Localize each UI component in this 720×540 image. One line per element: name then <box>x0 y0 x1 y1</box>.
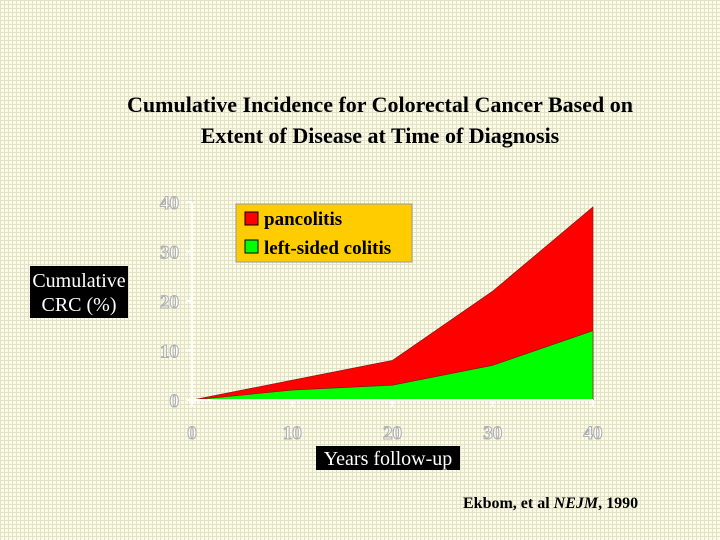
citation-authors: Ekbom, et al <box>463 495 554 512</box>
y-tick-label: 0 <box>170 391 180 412</box>
x-tick-label: 10 <box>283 423 302 444</box>
x-tick-label: 40 <box>584 423 603 444</box>
y-tick-label: 40 <box>160 193 179 214</box>
x-tick-label: 0 <box>187 423 197 444</box>
x-axis-label: Years follow-up <box>324 448 453 470</box>
legend-swatch-pancolitis <box>244 211 259 226</box>
chart-title-line-1: Cumulative Incidence for Colorectal Canc… <box>127 92 633 117</box>
legend-label-pancolitis: pancolitis <box>264 209 342 230</box>
y-tick-label: 30 <box>160 243 179 264</box>
citation-journal: NEJM <box>553 495 599 512</box>
y-axis-label-line-2: CRC (%) <box>42 294 117 316</box>
y-axis-label-box <box>30 266 128 318</box>
legend-label-left-sided-colitis: left-sided colitis <box>264 238 391 259</box>
legend-swatch-left-sided-colitis <box>244 239 259 254</box>
legend-box <box>235 203 413 263</box>
legend: pancolitis left-sided colitis <box>235 203 413 263</box>
y-tick-label: 20 <box>160 292 179 313</box>
axis-ticks: 0 10 20 30 40 0 10 20 30 40 <box>159 192 603 444</box>
chart-title-line-2: Extent of Disease at Time of Diagnosis <box>201 123 560 148</box>
citation-year: , 1990 <box>598 495 638 512</box>
x-tick-label: 30 <box>483 423 502 444</box>
x-axis-label-box <box>316 446 460 470</box>
y-tick-label: 10 <box>160 342 179 363</box>
y-axis-label-line-1: Cumulative <box>32 270 125 292</box>
x-tick-label: 20 <box>383 423 402 444</box>
citation: Ekbom, et al NEJM, 1990 <box>463 495 638 512</box>
